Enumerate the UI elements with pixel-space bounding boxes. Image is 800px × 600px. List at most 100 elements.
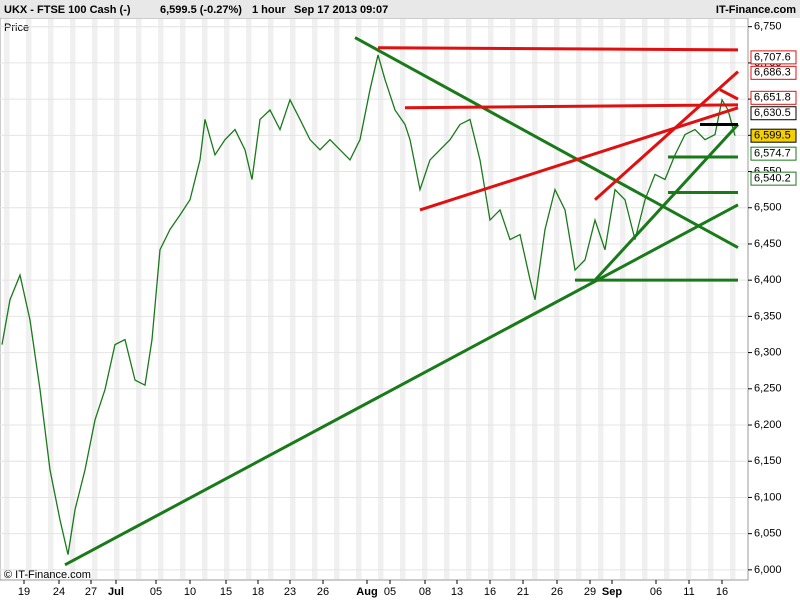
stripe <box>114 19 120 579</box>
y-tick-label: 6,050 <box>754 528 782 540</box>
trend-line <box>419 106 739 212</box>
x-tick-label: 19 <box>18 586 30 598</box>
x-tick-label: 24 <box>53 586 65 598</box>
stripe <box>246 19 252 579</box>
price-label-box <box>750 106 797 121</box>
stripe <box>554 19 560 579</box>
y-tick-label: 6,150 <box>754 455 782 467</box>
y-tick-label: 6,000 <box>754 564 782 576</box>
y-tick-label: 6,100 <box>754 491 782 503</box>
price-line <box>1 54 736 555</box>
price-label: 6,630.5 <box>754 107 791 119</box>
trend-line <box>593 123 740 282</box>
x-tick-label: Jul <box>108 586 124 598</box>
x-tick-label: 26 <box>317 586 329 598</box>
x-tick-label: 27 <box>85 586 97 598</box>
stripe <box>422 19 428 579</box>
y-axis-label: Price <box>4 22 29 34</box>
price-label: 6,540.2 <box>754 173 791 185</box>
y-tick-label: 6,300 <box>754 346 782 358</box>
stripe <box>26 19 32 579</box>
x-tick-label: 05 <box>384 586 396 598</box>
price-label-box <box>750 90 797 105</box>
header-bar <box>0 0 800 18</box>
stripe <box>444 19 450 579</box>
x-tick-label: 21 <box>517 586 529 598</box>
price-label: 6,651.8 <box>754 92 791 104</box>
trend-line <box>377 46 739 52</box>
day-stripes <box>4 19 736 579</box>
x-tick-label: Aug <box>356 586 377 598</box>
price-label: 6,707.6 <box>754 51 791 63</box>
stripe <box>488 19 494 579</box>
stripe <box>92 19 98 579</box>
stripe <box>136 19 142 579</box>
stripe <box>356 19 362 579</box>
y-tick-label: 6,500 <box>754 202 782 214</box>
header-timestamp: Sep 17 2013 09:07 <box>294 4 388 16</box>
y-tick-label: 6,200 <box>754 419 782 431</box>
stripe <box>510 19 516 579</box>
x-tick-label: 13 <box>451 586 463 598</box>
stripe <box>708 19 714 579</box>
plot-area <box>0 17 749 581</box>
stripe <box>224 19 230 579</box>
price-label-box <box>750 65 797 80</box>
stripe <box>312 19 318 579</box>
x-tick-label: 06 <box>650 586 662 598</box>
price-label: 6,599.5 <box>754 130 791 142</box>
x-tick-label: 16 <box>484 586 496 598</box>
stripe <box>576 19 582 579</box>
trend-line <box>593 70 740 201</box>
stripe <box>378 19 384 579</box>
x-tick-label: 11 <box>683 586 694 598</box>
x-tick-label: 05 <box>150 586 162 598</box>
x-tick-label: 15 <box>220 586 232 598</box>
x-tick-label: Sep <box>602 586 622 598</box>
stripe <box>620 19 626 579</box>
stripe <box>466 19 472 579</box>
trend-line <box>404 103 739 110</box>
stripe <box>598 19 604 579</box>
header-brand: IT-Finance.com <box>716 4 796 16</box>
stripe <box>4 19 10 579</box>
stripe <box>268 19 274 579</box>
x-tick-label: 26 <box>551 586 563 598</box>
price-label: 6,574.7 <box>754 148 791 160</box>
trend-line <box>354 36 739 249</box>
header-interval: 1 hour <box>252 4 286 16</box>
y-tick-label: 6,350 <box>754 310 782 322</box>
stripe <box>70 19 76 579</box>
y-tick-label: 6,750 <box>754 21 782 33</box>
watermark: © IT-Finance.com <box>4 569 91 581</box>
stripe <box>48 19 54 579</box>
y-tick-label: 6,250 <box>754 383 782 395</box>
x-tick-label: 29 <box>584 586 596 598</box>
stripe <box>202 19 208 579</box>
y-tick-label: 6,450 <box>754 238 782 250</box>
x-tick-label: 23 <box>284 586 296 598</box>
price-label-box <box>750 146 797 161</box>
price-label-box <box>750 50 797 65</box>
stripe <box>664 19 670 579</box>
stripe <box>334 19 340 579</box>
trend-line <box>719 88 739 101</box>
x-tick-label: 18 <box>252 586 264 598</box>
stripe <box>400 19 406 579</box>
x-tick-label: 16 <box>716 586 728 598</box>
header-title: UKX - FTSE 100 Cash (-) <box>4 4 131 16</box>
stripe <box>158 19 164 579</box>
price-label-box <box>750 171 797 186</box>
price-label: 6,686.3 <box>754 67 791 79</box>
stripe <box>290 19 296 579</box>
stripe <box>686 19 692 579</box>
x-tick-label: 10 <box>184 586 196 598</box>
header-quote: 6,599.5 (-0.27%) <box>160 4 242 16</box>
stripe <box>730 19 736 579</box>
price-label-box <box>750 128 797 143</box>
stripe <box>180 19 186 579</box>
y-tick-label: 6,400 <box>754 274 782 286</box>
stripe <box>642 19 648 579</box>
trend-line <box>64 203 739 567</box>
